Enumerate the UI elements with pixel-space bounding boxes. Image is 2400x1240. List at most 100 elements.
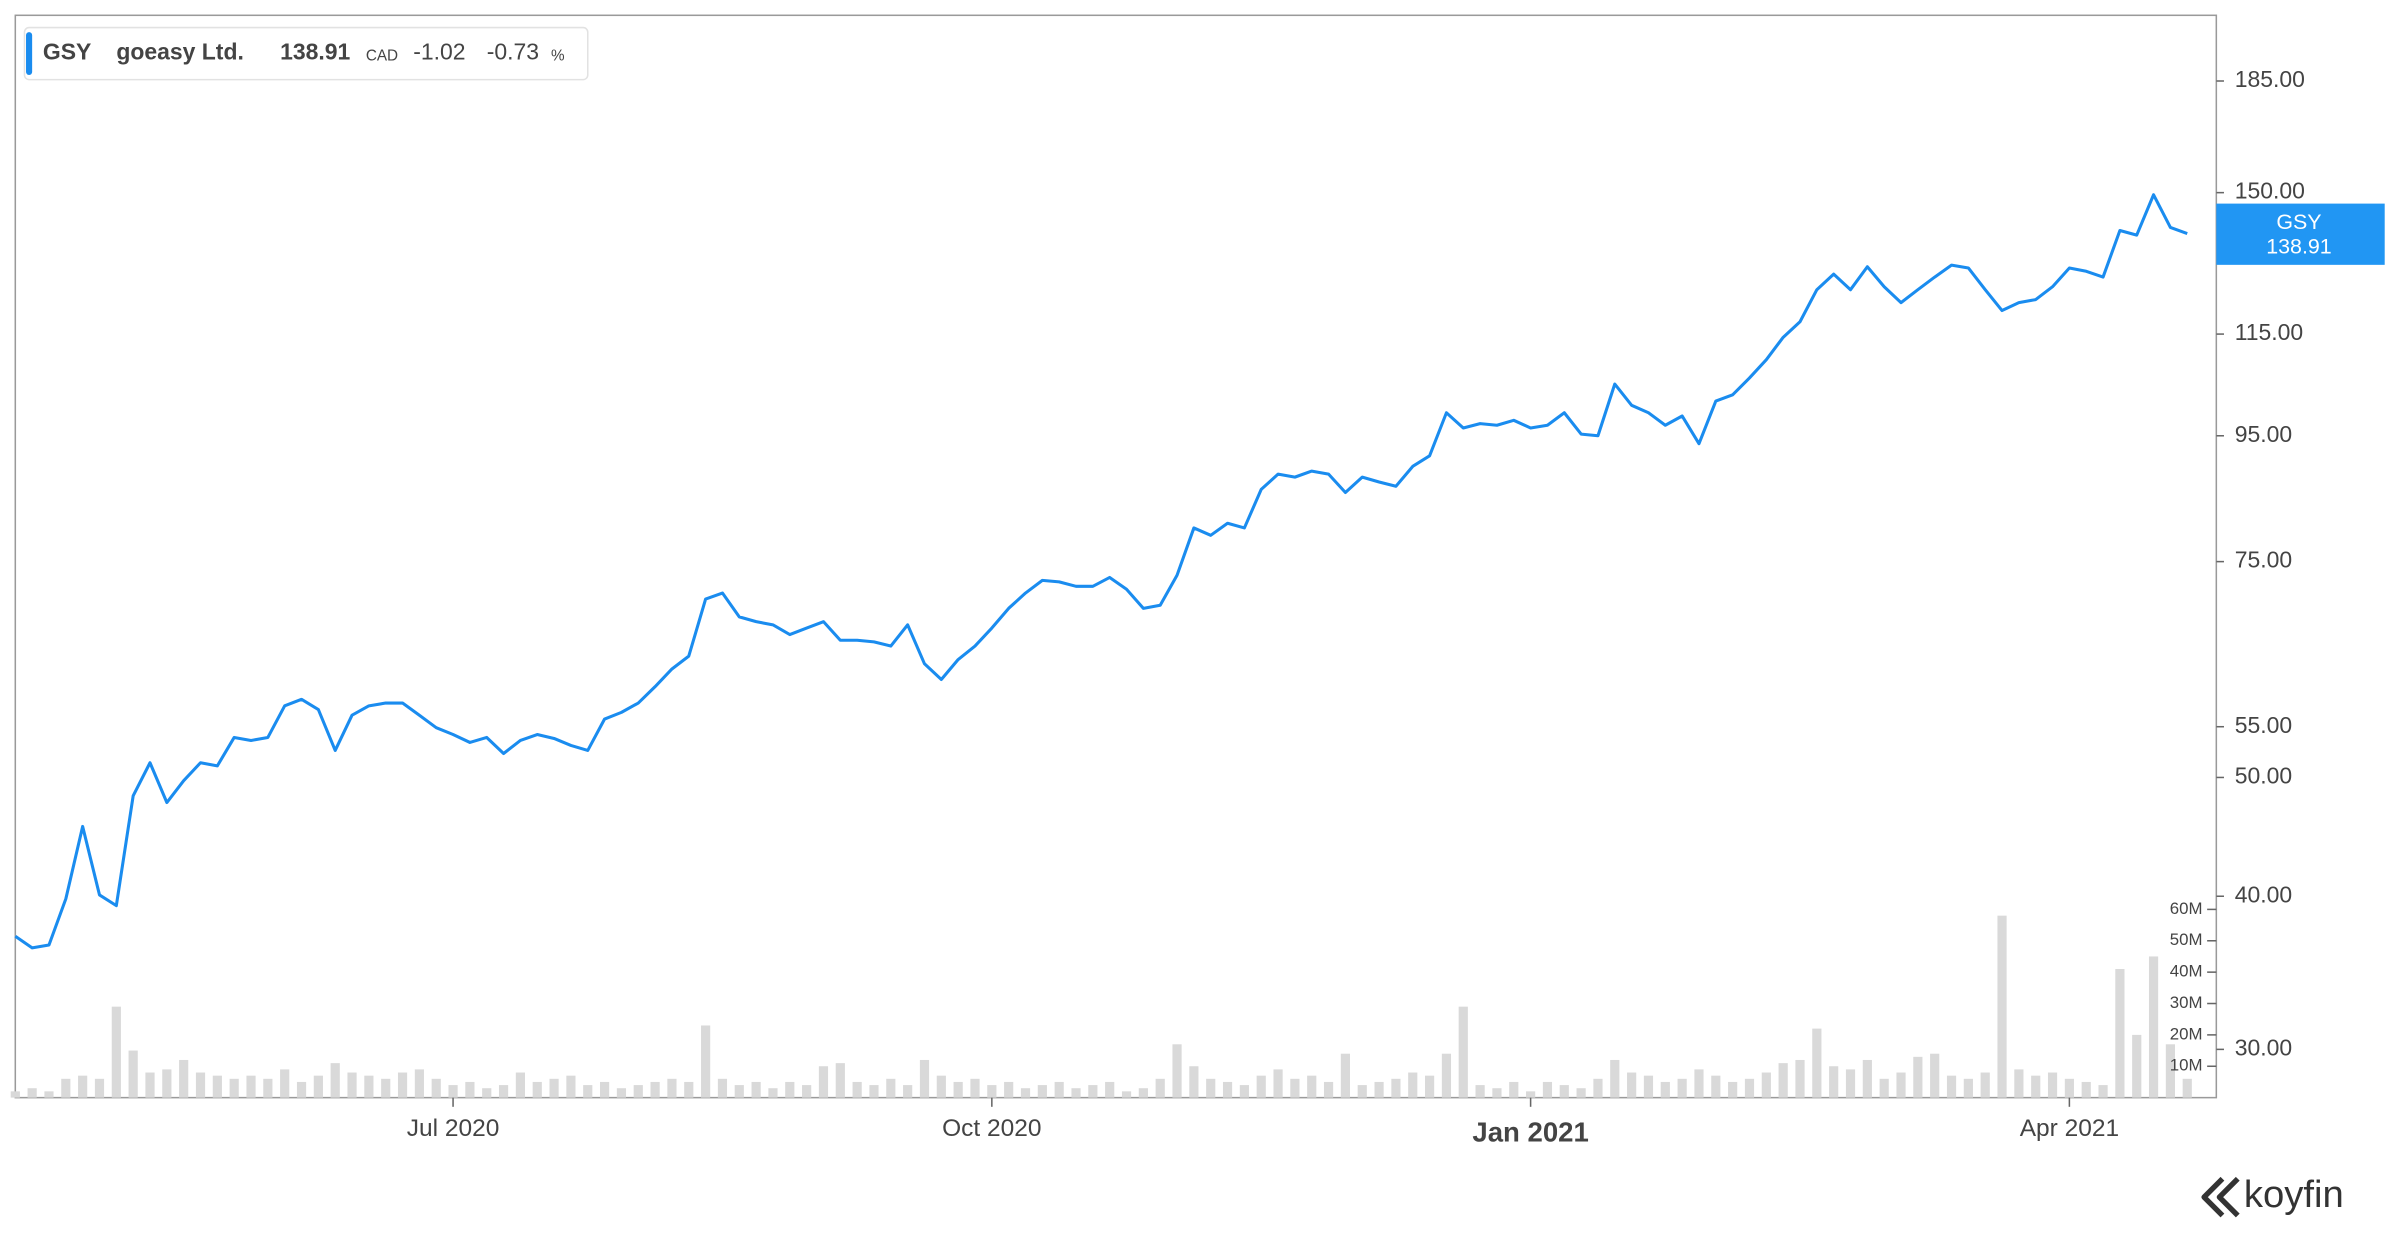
legend-ticker: GSY <box>43 39 91 65</box>
volume-bar <box>1913 1056 1923 1098</box>
volume-bar <box>852 1081 862 1098</box>
volume-bar <box>1425 1075 1435 1098</box>
price-line <box>14 193 2188 950</box>
volume-layer <box>10 915 2192 1098</box>
volume-bar <box>1896 1072 1906 1098</box>
y-tick-label: 115.00 <box>2235 319 2304 345</box>
legend-change: -1.02 <box>413 39 465 65</box>
volume-bar <box>1744 1078 1755 1098</box>
volume-bar <box>1323 1081 1334 1098</box>
volume-bar <box>448 1085 458 1098</box>
y2-tick-label: 50M <box>2170 930 2203 949</box>
volume-bar <box>886 1078 896 1098</box>
volume-bar <box>1879 1078 1889 1098</box>
y-tick-label: 50.00 <box>2235 763 2292 789</box>
volume-bar <box>953 1081 963 1098</box>
y-tick-label: 150.00 <box>2235 178 2305 204</box>
volume-bar <box>128 1050 138 1098</box>
x-tick-label: Oct 2020 <box>942 1115 1041 1142</box>
volume-bar <box>717 1078 728 1098</box>
volume-bar <box>1105 1081 1115 1098</box>
volume-bar <box>465 1081 475 1098</box>
volume-bar <box>498 1085 509 1098</box>
volume-bar <box>515 1072 525 1098</box>
volume-bar <box>1728 1081 1738 1098</box>
volume-bar <box>936 1075 946 1098</box>
x-tick-label: Jul 2020 <box>407 1115 500 1142</box>
volume-bar <box>1694 1069 1704 1098</box>
volume-bar <box>229 1078 239 1098</box>
volume-bar <box>2182 1078 2192 1098</box>
volume-bar <box>1542 1081 1553 1098</box>
volume-bar <box>616 1088 627 1098</box>
volume-bar <box>482 1088 492 1098</box>
volume-bar <box>1004 1081 1014 1098</box>
volume-bar <box>1222 1081 1233 1098</box>
volume-bar <box>330 1063 340 1098</box>
volume-bar <box>1559 1085 1569 1098</box>
legend-change-pct: -0.73 <box>487 39 539 65</box>
volume-bar <box>1576 1088 1586 1098</box>
y2-tick-label: 30M <box>2170 993 2203 1012</box>
x-tick-label: Apr 2021 <box>2020 1115 2119 1142</box>
volume-bar <box>919 1059 930 1098</box>
volume-bar <box>1930 1053 1940 1098</box>
y-tick-label: 95.00 <box>2235 421 2292 447</box>
volume-bar <box>2081 1081 2091 1098</box>
volume-bar <box>1778 1063 1788 1098</box>
brand[interactable]: koyfin <box>2201 1173 2344 1218</box>
volume-bar <box>734 1085 744 1098</box>
y2-tick-label: 10M <box>2170 1056 2203 1075</box>
legend[interactable]: GSY goeasy Ltd. 138.91 CAD -1.02 -0.73 % <box>23 26 589 81</box>
price-tag: GSY 138.91 <box>2216 203 2385 265</box>
volume-bar <box>2148 956 2159 1098</box>
volume-bar <box>2014 1069 2024 1098</box>
volume-bar <box>2047 1072 2058 1098</box>
volume-bar <box>583 1085 593 1098</box>
volume-bar <box>313 1075 323 1098</box>
brand-name: koyfin <box>2244 1173 2344 1216</box>
volume-bar <box>1660 1081 1670 1098</box>
legend-price: 138.91 <box>280 39 350 65</box>
volume-bar <box>1458 1006 1468 1098</box>
volume-bar <box>1071 1088 1081 1098</box>
volume-bar <box>2132 1034 2142 1098</box>
volume-bar <box>94 1078 105 1098</box>
volume-bar <box>1862 1059 1872 1098</box>
volume-bar <box>1526 1091 1536 1098</box>
legend-currency: CAD <box>366 48 398 65</box>
volume-bar <box>1509 1081 1519 1098</box>
y-tick-label: 75.00 <box>2235 547 2292 573</box>
volume-bar <box>1138 1088 1148 1098</box>
volume-bar <box>903 1085 913 1098</box>
volume-bar <box>347 1072 357 1098</box>
volume-bar <box>1829 1066 1839 1098</box>
volume-bar <box>1121 1091 1132 1098</box>
volume-bar <box>1155 1078 1165 1098</box>
y2-tick-label: 20M <box>2170 1024 2203 1043</box>
volume-bar <box>111 1006 121 1098</box>
volume-bar <box>27 1088 37 1098</box>
plot-frame <box>14 14 2218 1099</box>
volume-bar <box>2031 1075 2041 1098</box>
y-tick-label: 30.00 <box>2235 1034 2292 1060</box>
volume-bar <box>1980 1072 1990 1098</box>
volume-bar <box>549 1078 559 1098</box>
y2-tick-label: 40M <box>2170 962 2203 981</box>
volume-bar <box>10 1091 20 1098</box>
volume-bar <box>751 1081 761 1098</box>
volume-bar <box>1256 1075 1266 1098</box>
volume-bar <box>263 1078 273 1098</box>
volume-bar <box>61 1078 71 1098</box>
volume-bar <box>600 1081 610 1098</box>
volume-bar <box>414 1069 424 1098</box>
volume-bar <box>1088 1085 1098 1098</box>
volume-bar <box>2165 1044 2175 1098</box>
y-tick-label: 40.00 <box>2235 881 2292 907</box>
volume-bar <box>2115 969 2125 1098</box>
volume-bar <box>397 1072 408 1098</box>
brand-icon <box>2201 1176 2240 1218</box>
y2-tick-label: 60M <box>2170 899 2203 918</box>
volume-bar <box>1677 1078 1687 1098</box>
volume-bar <box>1761 1072 1771 1098</box>
